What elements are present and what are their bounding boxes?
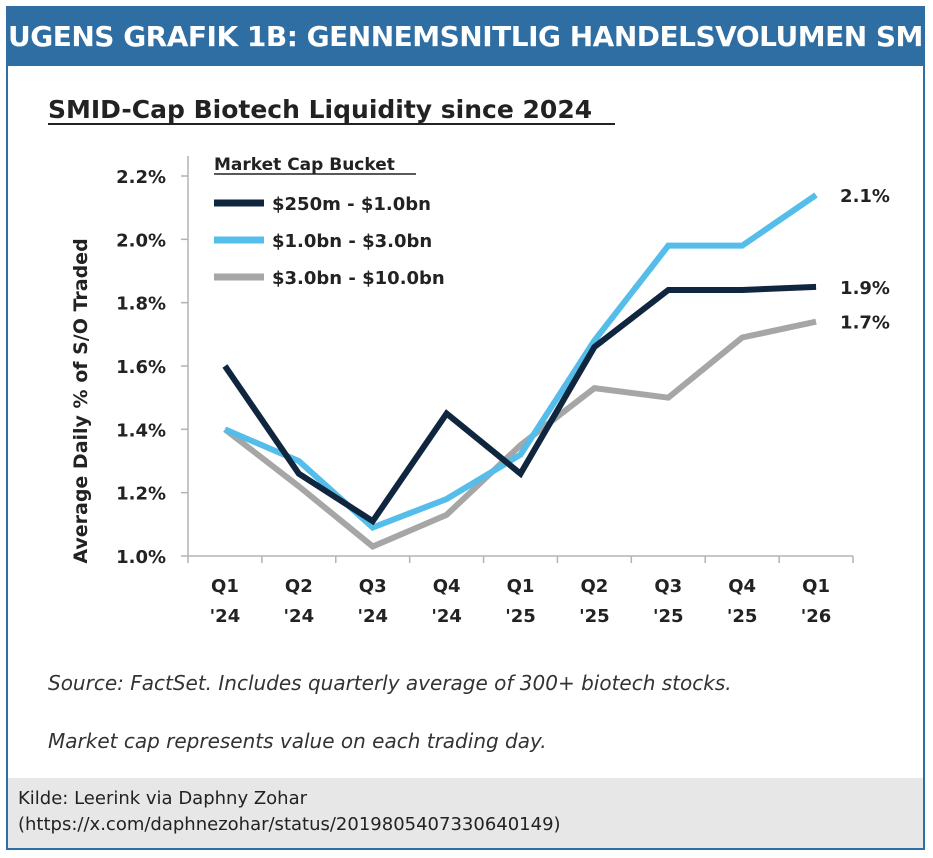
x-tick-label-year: '26 [801,606,832,627]
end-label-2: 1.7% [840,313,890,334]
end-label-0: 1.9% [840,278,890,299]
x-tick-label-year: '25 [579,606,610,627]
source-note: Source: FactSet. Includes quarterly aver… [48,671,732,695]
series-line-0 [222,283,817,526]
y-tick-label: 1.6% [116,357,166,378]
legend-label-0: $250m - $1.0bn [272,194,431,215]
x-tick-label-quarter: Q1 [507,576,535,597]
y-tick-label: 2.0% [116,230,166,251]
y-axis-label: Average Daily % of S/O Traded [70,238,92,563]
line-chart: SMID-Cap Biotech Liquidity since 2024 Av… [48,95,890,753]
x-tick-label-year: '24 [284,606,315,627]
x-tick-label-year: '25 [727,606,758,627]
y-tick-label: 1.0% [116,547,166,568]
x-tick-label-year: '25 [653,606,684,627]
x-tick-label-quarter: Q3 [654,576,682,597]
x-tick-label-quarter: Q2 [580,576,608,597]
y-tick-label: 1.4% [116,420,166,441]
banner-title: UGENS GRAFIK 1B: GENNEMSNITLIG HANDELSVO… [8,8,923,66]
infographic-frame: UGENS GRAFIK 1B: GENNEMSNITLIG HANDELSVO… [6,6,925,850]
series-line-2 [223,318,817,550]
x-tick-label-year: '25 [505,606,536,627]
legend-label-1: $1.0bn - $3.0bn [272,231,432,252]
x-tick-label-quarter: Q4 [728,576,756,597]
legend-title: Market Cap Bucket [214,155,395,175]
footer-link: (https://x.com/daphnezohar/status/201980… [18,814,561,835]
y-tick-label: 1.8% [116,294,166,315]
x-tick-label-year: '24 [431,606,462,627]
x-tick-label-quarter: Q1 [211,576,239,597]
x-tick-label-year: '24 [210,606,241,627]
y-tick-label: 2.2% [116,167,166,188]
end-label-1: 2.1% [840,186,890,207]
y-tick-label: 1.2% [116,484,166,505]
x-tick-label-quarter: Q1 [802,576,830,597]
x-tick-label-year: '24 [357,606,388,627]
legend-label-2: $3.0bn - $10.0bn [272,268,445,289]
x-tick-label-quarter: Q4 [433,576,461,597]
x-tick-label-quarter: Q2 [285,576,313,597]
x-tick-label-quarter: Q3 [359,576,387,597]
chart-title: SMID-Cap Biotech Liquidity since 2024 [48,95,592,124]
market-cap-note: Market cap represents value on each trad… [48,729,547,753]
footer-credit: Kilde: Leerink via Daphny Zohar [18,788,308,809]
source-footer: Kilde: Leerink via Daphny Zohar (https:/… [8,778,923,848]
